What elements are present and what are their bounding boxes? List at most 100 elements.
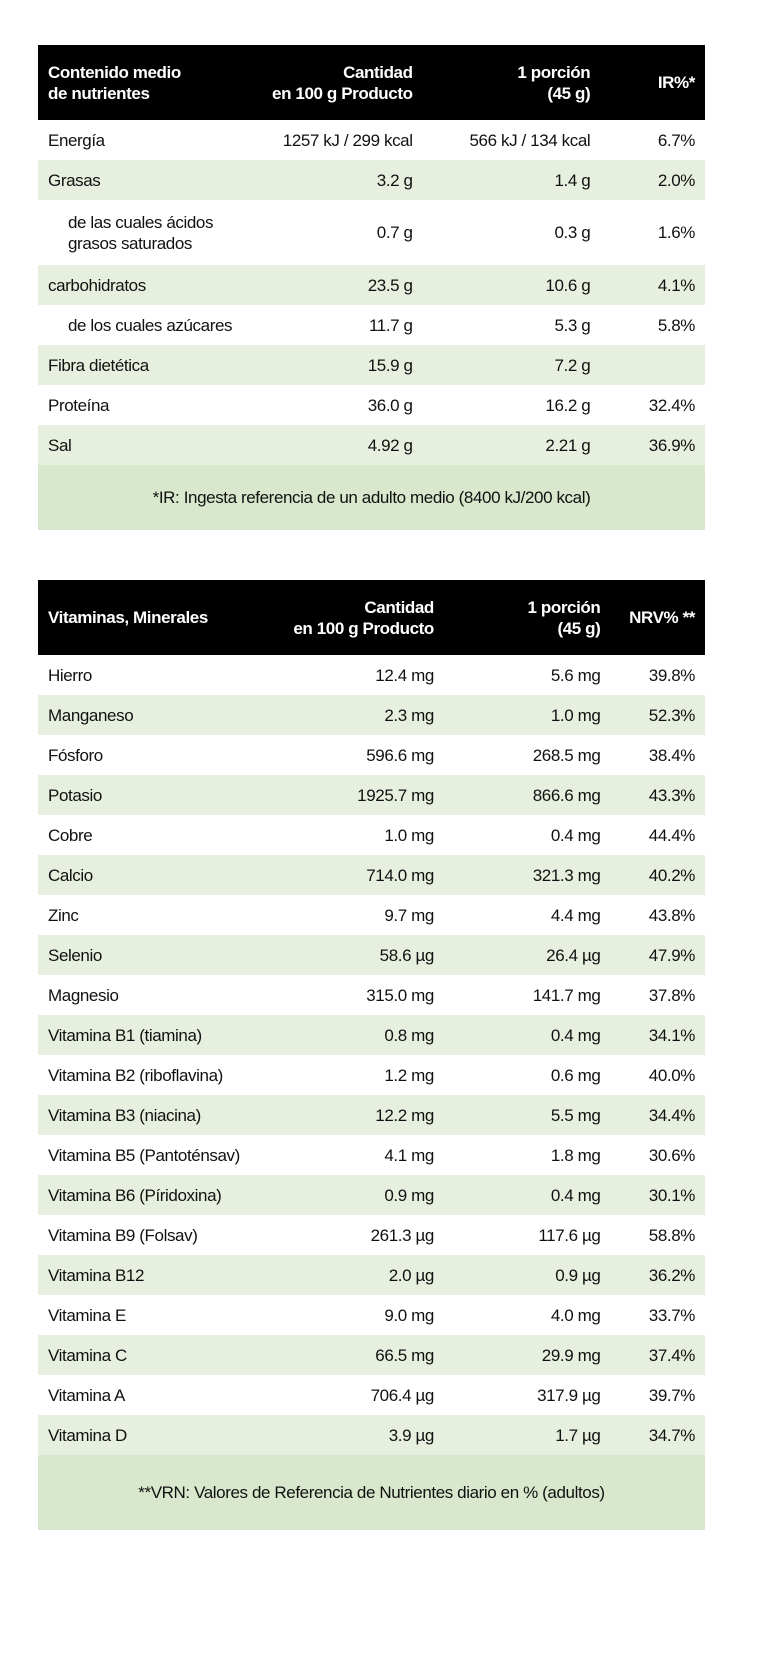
amount-per-portion: 566 kJ / 134 kcal: [469, 130, 591, 150]
amount-per-100g: 714.0 mg: [366, 865, 434, 885]
amount-per-100g: 2.0 µg: [388, 1265, 435, 1285]
amount-per-portion: 7.2 g: [554, 355, 591, 375]
amount-per-100g: 23.5 g: [367, 275, 413, 295]
amount-per-100g: 15.9 g: [367, 355, 413, 375]
amount-per-portion: 5.6 mg: [550, 665, 601, 685]
reference-percent: 4.1%: [657, 275, 696, 295]
nutrient-name: Vitamina D: [48, 1425, 127, 1445]
amount-per-100g: 1257 kJ / 299 kcal: [282, 130, 413, 150]
nutrient-name: Fibra dietética: [48, 355, 149, 375]
amount-per-portion: 117.6 µg: [538, 1225, 601, 1245]
column-header: 1 porción (45 g): [412, 45, 591, 120]
amount-per-portion: 0.4 mg: [550, 1185, 601, 1205]
column-header: NRV% **: [600, 580, 705, 655]
table-row: Sal 4.92 g 2.21 g 36.9%: [38, 425, 705, 465]
reference-percent: 40.0%: [648, 1065, 696, 1085]
amount-per-100g: 58.6 µg: [379, 945, 435, 965]
table-row: Vitamina E 9.0 mg 4.0 mg 33.7%: [38, 1295, 705, 1335]
table-row: Energía 1257 kJ / 299 kcal 566 kJ / 134 kc…: [38, 120, 705, 160]
table-row: Vitamina B2 (riboflavina) 1.2 mg 0.6 mg 40.…: [38, 1055, 705, 1095]
amount-per-100g: 1.0 mg: [384, 825, 434, 845]
reference-percent: [590, 345, 705, 385]
amount-per-portion: 141.7 mg: [532, 985, 601, 1005]
amount-per-portion: 5.3 g: [554, 315, 591, 335]
nutrient-name: Selenio: [48, 945, 102, 965]
amount-per-portion: 1.4 g: [554, 170, 591, 190]
table-row: Cobre 1.0 mg 0.4 mg 44.4%: [38, 815, 705, 855]
table-row: Vitamina B6 (Píridoxina) 0.9 mg 0.4 mg 30.1…: [38, 1175, 705, 1215]
amount-per-portion: 1.0 mg: [550, 705, 601, 725]
reference-percent: 40.2%: [648, 865, 696, 885]
footnote: *IR: Ingesta referencia de un adulto med…: [38, 465, 705, 530]
reference-percent: 34.7%: [648, 1425, 696, 1445]
table-row: Manganeso 2.3 mg 1.0 mg 52.3%: [38, 695, 705, 735]
amount-per-portion: 321.3 mg: [532, 865, 601, 885]
column-header: Cantidad en 100 g Producto: [271, 45, 413, 120]
reference-percent: 43.3%: [648, 785, 696, 805]
reference-percent: 52.3%: [648, 705, 696, 725]
column-header: Vitaminas, Minerales: [38, 580, 292, 655]
column-header: Cantidad en 100 g Producto: [291, 580, 434, 655]
table-row: Potasio 1925.7 mg 866.6 mg 43.3%: [38, 775, 705, 815]
reference-percent: 5.8%: [657, 315, 696, 335]
amount-per-portion: 0.3 g: [554, 223, 591, 242]
amount-per-100g: 12.4 mg: [375, 665, 434, 685]
amount-per-100g: 0.7 g: [376, 223, 413, 242]
amount-per-portion: 1.8 mg: [550, 1145, 601, 1165]
amount-per-portion: 0.9 µg: [555, 1265, 601, 1285]
reference-percent: 47.9%: [648, 945, 696, 965]
table-row: Vitamina B5 (Pantoténsav) 4.1 mg 1.8 mg 30.…: [38, 1135, 705, 1175]
table-row: carbohidratos 23.5 g 10.6 g 4.1%: [38, 265, 705, 305]
nutrient-name: Vitamina B9 (Folsav): [48, 1225, 198, 1245]
table-row: Magnesio 315.0 mg 141.7 mg 37.8%: [38, 975, 705, 1015]
amount-per-100g: 0.8 mg: [384, 1025, 434, 1045]
amount-per-100g: 4.92 g: [367, 435, 413, 455]
amount-per-100g: 596.6 mg: [366, 745, 434, 765]
table-row: Vitamina C 66.5 mg 29.9 mg 37.4%: [38, 1335, 705, 1375]
nutrient-name: Vitamina B12: [48, 1265, 145, 1285]
reference-percent: 33.7%: [648, 1305, 696, 1325]
table-row: de las cuales ácidos grasos saturados 0.7…: [38, 200, 705, 265]
nutrient-name: Energía: [48, 130, 105, 150]
table-row: Selenio 58.6 µg 26.4 µg 47.9%: [38, 935, 705, 975]
reference-percent: 43.8%: [648, 905, 696, 925]
nutrient-name: de los cuales azúcares: [68, 315, 233, 335]
table-row: Fósforo 596.6 mg 268.5 mg 38.4%: [38, 735, 705, 775]
amount-per-100g: 12.2 mg: [375, 1105, 434, 1125]
table-row: Vitamina B9 (Folsav) 261.3 µg 117.6 µg 58.8…: [38, 1215, 705, 1255]
amount-per-portion: 5.5 mg: [550, 1105, 601, 1125]
nutrient-name: carbohidratos: [48, 275, 146, 295]
amount-per-100g: 315.0 mg: [366, 985, 434, 1005]
amount-per-100g: 3.9 µg: [388, 1425, 435, 1445]
reference-percent: 32.4%: [648, 395, 696, 415]
table-row: Zinc 9.7 mg 4.4 mg 43.8%: [38, 895, 705, 935]
amount-per-portion: 0.4 mg: [550, 1025, 601, 1045]
reference-percent: 37.8%: [648, 985, 696, 1005]
amount-per-portion: 26.4 µg: [546, 945, 601, 965]
table-row: Vitamina B3 (niacina) 12.2 mg 5.5 mg 34.4%: [38, 1095, 705, 1135]
amount-per-portion: 4.4 mg: [550, 905, 601, 925]
table-row: Fibra dietética 15.9 g 7.2 g: [38, 345, 705, 385]
table-row: de los cuales azúcares 11.7 g 5.3 g 5.8%: [38, 305, 705, 345]
reference-percent: 44.4%: [648, 825, 696, 845]
reference-percent: 6.7%: [657, 130, 696, 150]
nutrient-name: Magnesio: [48, 985, 119, 1005]
table-row: Vitamina B12 2.0 µg 0.9 µg 36.2%: [38, 1255, 705, 1295]
amount-per-portion: 317.9 µg: [537, 1385, 601, 1405]
table-row: Calcio 714.0 mg 321.3 mg 40.2%: [38, 855, 705, 895]
nutrient-name: Vitamina C: [48, 1345, 127, 1365]
nutrients-table: Contenido medio de nutrientes Cantidad en…: [38, 45, 705, 530]
reference-percent: 58.8%: [648, 1225, 696, 1245]
nutrient-name: Zinc: [48, 905, 79, 925]
amount-per-100g: 2.3 mg: [384, 705, 434, 725]
reference-percent: 1.6%: [657, 223, 696, 242]
amount-per-100g: 66.5 mg: [375, 1345, 434, 1365]
nutrient-name: Vitamina B3 (niacina): [48, 1105, 201, 1125]
table-row: Vitamina A 706.4 µg 317.9 µg 39.7%: [38, 1375, 705, 1415]
amount-per-portion: 1.7 µg: [555, 1425, 601, 1445]
amount-per-100g: 9.7 mg: [384, 905, 434, 925]
nutrient-name: Proteína: [48, 395, 110, 415]
amount-per-portion: 10.6 g: [545, 275, 591, 295]
nutrient-name: Manganeso: [48, 705, 134, 725]
amount-per-portion: 866.6 mg: [532, 785, 601, 805]
